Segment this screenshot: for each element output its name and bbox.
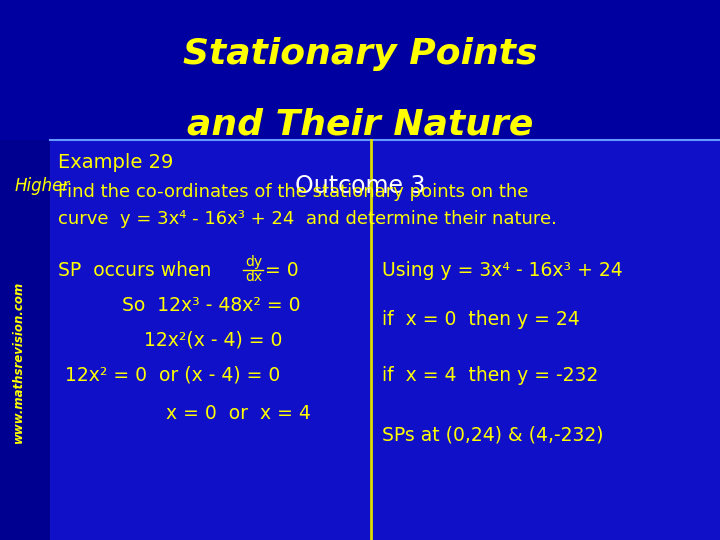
Text: and Their Nature: and Their Nature [186,107,534,141]
Bar [0,0,720,140]
Text: curve  y = 3x⁴ - 16x³ + 24  and determine their nature.: curve y = 3x⁴ - 16x³ + 24 and determine … [58,210,557,228]
Text: SPs at (0,24) & (4,-232): SPs at (0,24) & (4,-232) [382,425,603,444]
Text: Stationary Points: Stationary Points [183,37,537,71]
Text: 12x² = 0  or (x - 4) = 0: 12x² = 0 or (x - 4) = 0 [65,366,280,385]
Text: if  x = 4  then y = -232: if x = 4 then y = -232 [382,366,598,385]
Text: Outcome 3: Outcome 3 [294,174,426,198]
Text: SP  occurs when: SP occurs when [58,260,211,280]
Text: So  12x³ - 48x² = 0: So 12x³ - 48x² = 0 [122,295,301,315]
Text: if  x = 0  then y = 24: if x = 0 then y = 24 [382,310,580,329]
Text: Find the co-ordinates of the stationary points on the: Find the co-ordinates of the stationary … [58,183,528,201]
Text: = 0: = 0 [265,260,299,280]
Text: Using y = 3x⁴ - 16x³ + 24: Using y = 3x⁴ - 16x³ + 24 [382,260,622,280]
Text: Example 29: Example 29 [58,152,173,172]
Text: 12x²(x - 4) = 0: 12x²(x - 4) = 0 [144,330,282,350]
Text: Higher: Higher [14,177,70,195]
Bar [0,140,720,540]
Text: dx: dx [245,270,262,284]
Text: dy: dy [245,255,262,269]
Bar [0,140,50,540]
Text: www.mathsrevision.com: www.mathsrevision.com [12,281,24,443]
Text: x = 0  or  x = 4: x = 0 or x = 4 [166,403,310,423]
